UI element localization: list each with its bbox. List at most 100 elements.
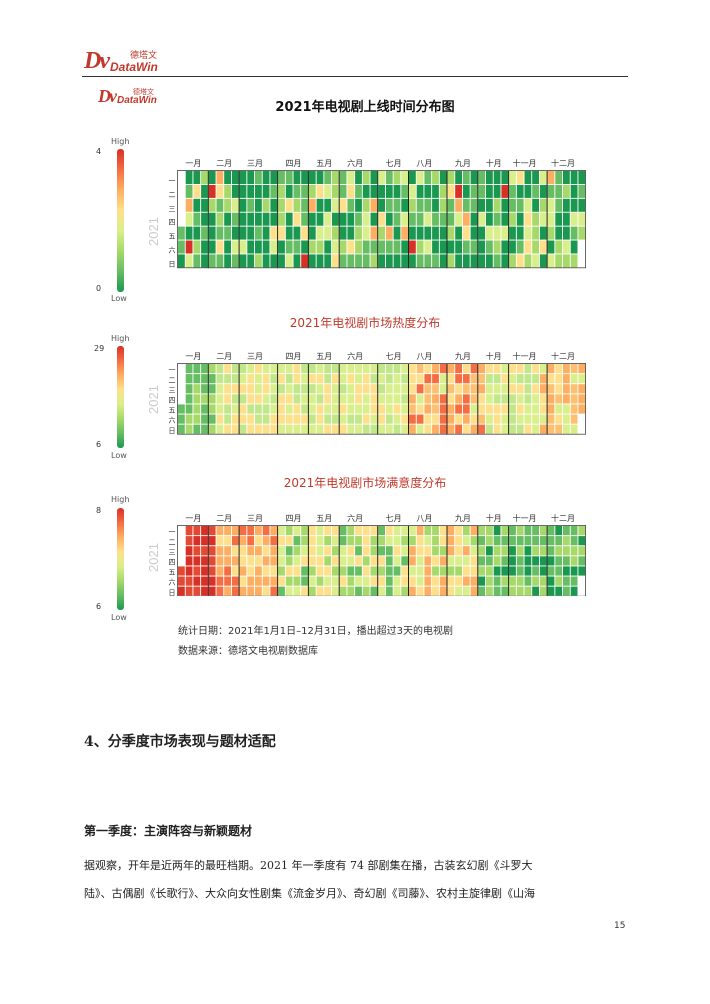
heatmap-cell bbox=[285, 184, 293, 198]
month-label: 八月 bbox=[416, 159, 432, 168]
heatmap-cell bbox=[501, 226, 509, 240]
heatmap-cell bbox=[262, 556, 270, 566]
heatmap-cell bbox=[393, 240, 401, 254]
heatmap-cell bbox=[378, 198, 385, 212]
heatmap-cell bbox=[278, 424, 285, 434]
figure-notes: 统计日期：2021年1月1日–12月31日，播出超过3天的电视剧 数据来源：德塔… bbox=[178, 622, 453, 662]
heatmap-cell bbox=[231, 226, 239, 240]
heatmap-cell bbox=[247, 240, 255, 254]
heatmap-cell bbox=[347, 414, 355, 424]
heatmap-cell bbox=[424, 404, 432, 414]
heatmap-cell bbox=[570, 566, 578, 576]
heatmap-cell bbox=[370, 526, 378, 536]
heatmap-cell bbox=[547, 414, 555, 424]
heatmap-cell bbox=[409, 556, 416, 566]
heatmap-cell bbox=[362, 414, 370, 424]
heatmap-cell bbox=[339, 394, 347, 404]
heatmap-cell bbox=[478, 546, 486, 556]
heatmap-cell bbox=[208, 556, 216, 566]
heatmap-cell bbox=[555, 586, 563, 596]
heatmap-cell bbox=[324, 254, 332, 268]
heatmap-cell bbox=[262, 536, 270, 546]
month-label: 四月 bbox=[286, 514, 302, 523]
heatmap-cell bbox=[224, 404, 231, 414]
heatmap-cell bbox=[501, 254, 509, 268]
heatmap-cell bbox=[416, 364, 424, 374]
heatmap-cell bbox=[339, 171, 347, 184]
heatmap-cell bbox=[462, 198, 470, 212]
heatmap-cell bbox=[301, 226, 308, 240]
heatmap-cell bbox=[378, 184, 385, 198]
heatmap-cell bbox=[478, 586, 486, 596]
heatmap-cell bbox=[255, 240, 262, 254]
heatmap-cell bbox=[262, 240, 270, 254]
heatmap-cell bbox=[509, 184, 516, 198]
heatmap-cell bbox=[516, 424, 524, 434]
heatmap-cell bbox=[570, 198, 578, 212]
weekday-label: 一 bbox=[169, 366, 176, 374]
heatmap-cell bbox=[578, 536, 586, 546]
heatmap-cell bbox=[278, 414, 285, 424]
heatmap-cell bbox=[370, 226, 378, 240]
heatmap-cell bbox=[432, 394, 439, 404]
heatmap-cell bbox=[409, 374, 416, 384]
heatmap-cell bbox=[247, 171, 255, 184]
heatmap-cell bbox=[278, 184, 285, 198]
heatmap-cell bbox=[201, 536, 208, 546]
heatmap-cell bbox=[378, 384, 385, 394]
heatmap-cell bbox=[185, 526, 193, 536]
heatmap-cell bbox=[509, 576, 516, 586]
heatmap-cell bbox=[509, 384, 516, 394]
heatmap-cell bbox=[201, 556, 208, 566]
heatmap-cell bbox=[216, 240, 224, 254]
heatmap-cell bbox=[462, 171, 470, 184]
heatmap-cell bbox=[385, 254, 393, 268]
heatmap-cell bbox=[578, 394, 586, 404]
heatmap-cell bbox=[308, 240, 316, 254]
paragraph-line-1: 据观察，开年是近两年的最旺档期。2021 年一季度有 74 部剧集在播，古装玄幻… bbox=[84, 859, 533, 872]
heatmap-cell bbox=[332, 536, 339, 546]
heatmap-cell bbox=[370, 212, 378, 226]
heatmap-cell bbox=[178, 424, 185, 434]
heatmap-cell bbox=[324, 576, 332, 586]
heatmap-cell bbox=[563, 364, 570, 374]
heatmap-cell bbox=[447, 424, 455, 434]
heatmap-cell bbox=[301, 556, 308, 566]
heatmap-cell bbox=[324, 212, 332, 226]
month-label: 六月 bbox=[347, 158, 363, 168]
heatmap-cell bbox=[216, 586, 224, 596]
heatmap-cell bbox=[393, 226, 401, 240]
heatmap-cell bbox=[301, 526, 308, 536]
heatmap-cell bbox=[308, 424, 316, 434]
heatmap-cell bbox=[293, 424, 301, 434]
heatmap-cell bbox=[247, 184, 255, 198]
heatmap-cell bbox=[362, 364, 370, 374]
heatmap-cell bbox=[501, 526, 509, 536]
heatmap-cell bbox=[370, 424, 378, 434]
heatmap-cell bbox=[308, 546, 316, 556]
heatmap-cell bbox=[539, 576, 547, 586]
heatmap-cell bbox=[563, 586, 570, 596]
heatmap-cell bbox=[278, 254, 285, 268]
heatmap-cell bbox=[247, 414, 255, 424]
figure-logo-mark: Dv bbox=[98, 86, 117, 106]
heatmap-cell bbox=[247, 576, 255, 586]
heatmap-cell bbox=[409, 546, 416, 556]
heatmap-cell bbox=[486, 556, 493, 566]
heatmap-cell bbox=[355, 556, 362, 566]
heatmap-cell bbox=[578, 566, 586, 576]
heatmap-cell bbox=[347, 171, 355, 184]
page-number: 15 bbox=[614, 921, 626, 931]
heatmap-cell bbox=[462, 556, 470, 566]
heatmap-cell bbox=[570, 240, 578, 254]
heatmap-cell bbox=[362, 404, 370, 414]
heatmap-cell bbox=[532, 364, 539, 374]
heatmap-cell bbox=[547, 364, 555, 374]
heatmap-cell bbox=[501, 240, 509, 254]
month-label: 二月 bbox=[216, 514, 232, 523]
heatmap-cell bbox=[509, 171, 516, 184]
heatmap-cell bbox=[201, 184, 208, 198]
heatmap-cell bbox=[539, 586, 547, 596]
heatmap-cell bbox=[493, 198, 501, 212]
heatmap-cell bbox=[378, 424, 385, 434]
